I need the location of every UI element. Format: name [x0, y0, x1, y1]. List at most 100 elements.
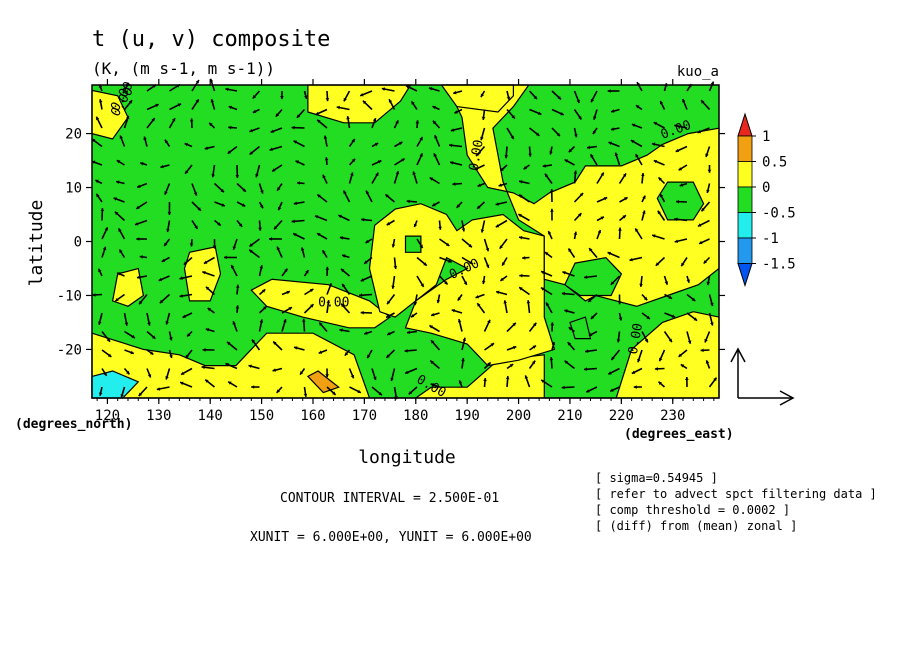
wind-vector	[280, 90, 284, 100]
wind-vector	[573, 231, 578, 240]
wind-vector	[700, 99, 711, 111]
wind-vector	[98, 386, 103, 396]
wind-vector	[169, 102, 182, 111]
wind-vector	[385, 349, 396, 359]
wind-vector	[456, 201, 463, 209]
wind-vector	[318, 349, 328, 354]
wind-vector	[653, 159, 665, 166]
wind-vector	[269, 145, 283, 151]
wind-vector	[276, 183, 283, 192]
info-line: [ refer to advect spct filtering data ]	[595, 487, 877, 501]
wind-vector	[224, 255, 238, 260]
wind-vector	[706, 275, 711, 286]
legend-swatch	[737, 161, 753, 188]
wind-vector	[619, 196, 628, 203]
wind-vector	[676, 199, 688, 204]
wind-vector	[101, 331, 111, 343]
wind-vector	[663, 331, 673, 343]
wind-vector	[685, 376, 689, 388]
wind-vector	[276, 386, 283, 394]
x-tick-label: 170	[352, 408, 377, 424]
wind-vector	[135, 201, 148, 210]
wind-vector	[439, 256, 452, 263]
wind-vector	[708, 377, 718, 388]
wind-vector	[416, 238, 424, 249]
wind-vector	[168, 331, 173, 341]
wind-vector	[528, 146, 532, 157]
wind-vector	[431, 201, 440, 207]
wind-vector	[348, 368, 355, 379]
wind-vector	[550, 208, 554, 221]
wind-vector	[631, 367, 643, 375]
wind-vector	[564, 158, 575, 166]
wind-vector	[589, 153, 598, 166]
wind-vector	[228, 125, 238, 130]
x-unit-label: (degrees_east)	[624, 427, 734, 442]
wind-vector	[94, 179, 103, 185]
wind-vector	[371, 159, 382, 166]
wind-vector	[316, 193, 328, 203]
wind-vector	[561, 291, 575, 296]
wind-vector	[258, 220, 262, 231]
wind-vector	[484, 342, 495, 351]
wind-vector	[291, 125, 305, 130]
wind-vector	[236, 182, 247, 193]
wind-vector	[342, 190, 351, 203]
y-tick-label: -10	[57, 288, 82, 304]
wind-vector	[303, 90, 308, 100]
wind-vector	[123, 115, 130, 129]
wind-vector	[651, 234, 665, 240]
legend-swatch	[737, 186, 753, 213]
wind-vector	[316, 232, 328, 240]
wind-vector	[146, 330, 156, 340]
reference-vector	[730, 347, 795, 406]
color-legend: 1 0.5 0 -0.5 -1 -1.5	[737, 112, 796, 288]
wind-vector	[483, 257, 490, 269]
wind-vector	[160, 164, 170, 169]
wind-vector	[248, 249, 260, 259]
wind-vector	[225, 362, 238, 370]
wind-vector	[528, 322, 537, 332]
wind-vector	[542, 164, 553, 168]
wind-vector	[139, 255, 148, 259]
wind-vector	[214, 201, 226, 207]
wind-vector	[617, 294, 622, 305]
wind-vector	[506, 127, 515, 140]
wind-vector	[529, 108, 542, 116]
wind-vector	[607, 89, 620, 93]
wind-vector	[588, 247, 598, 259]
wind-vector	[641, 172, 645, 184]
wind-vector	[371, 386, 383, 396]
wind-vector	[371, 368, 377, 381]
wind-vector	[568, 145, 576, 153]
wind-vector	[529, 344, 537, 351]
wind-vector	[101, 349, 112, 358]
wind-vector	[164, 139, 171, 147]
wind-vector	[618, 214, 627, 222]
wind-vector	[336, 105, 350, 111]
wind-vector	[639, 275, 643, 287]
wind-vector	[679, 182, 688, 187]
wind-vector	[325, 266, 330, 277]
wind-vector	[371, 142, 379, 148]
wind-vector	[191, 220, 199, 230]
wind-vector	[211, 164, 216, 178]
wind-vector	[391, 275, 396, 289]
wind-vector	[207, 307, 215, 314]
wind-vector	[663, 275, 669, 285]
wind-vector	[179, 275, 193, 280]
region-positive	[183, 246, 222, 302]
wind-vector	[92, 293, 103, 297]
wind-vector	[339, 236, 350, 240]
wind-vector	[158, 275, 170, 282]
wind-vector	[146, 349, 154, 356]
wind-vector	[381, 87, 395, 92]
wind-vector	[406, 330, 418, 335]
wind-vector	[359, 293, 373, 297]
wind-vector	[452, 90, 463, 95]
wind-vector	[429, 176, 440, 185]
legend-swatch	[737, 237, 753, 264]
wind-vector	[596, 172, 605, 184]
wind-vector	[674, 217, 688, 222]
wind-vector	[227, 145, 238, 155]
